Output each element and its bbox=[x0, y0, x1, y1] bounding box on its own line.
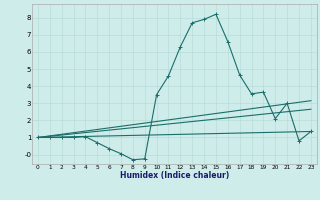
X-axis label: Humidex (Indice chaleur): Humidex (Indice chaleur) bbox=[120, 171, 229, 180]
